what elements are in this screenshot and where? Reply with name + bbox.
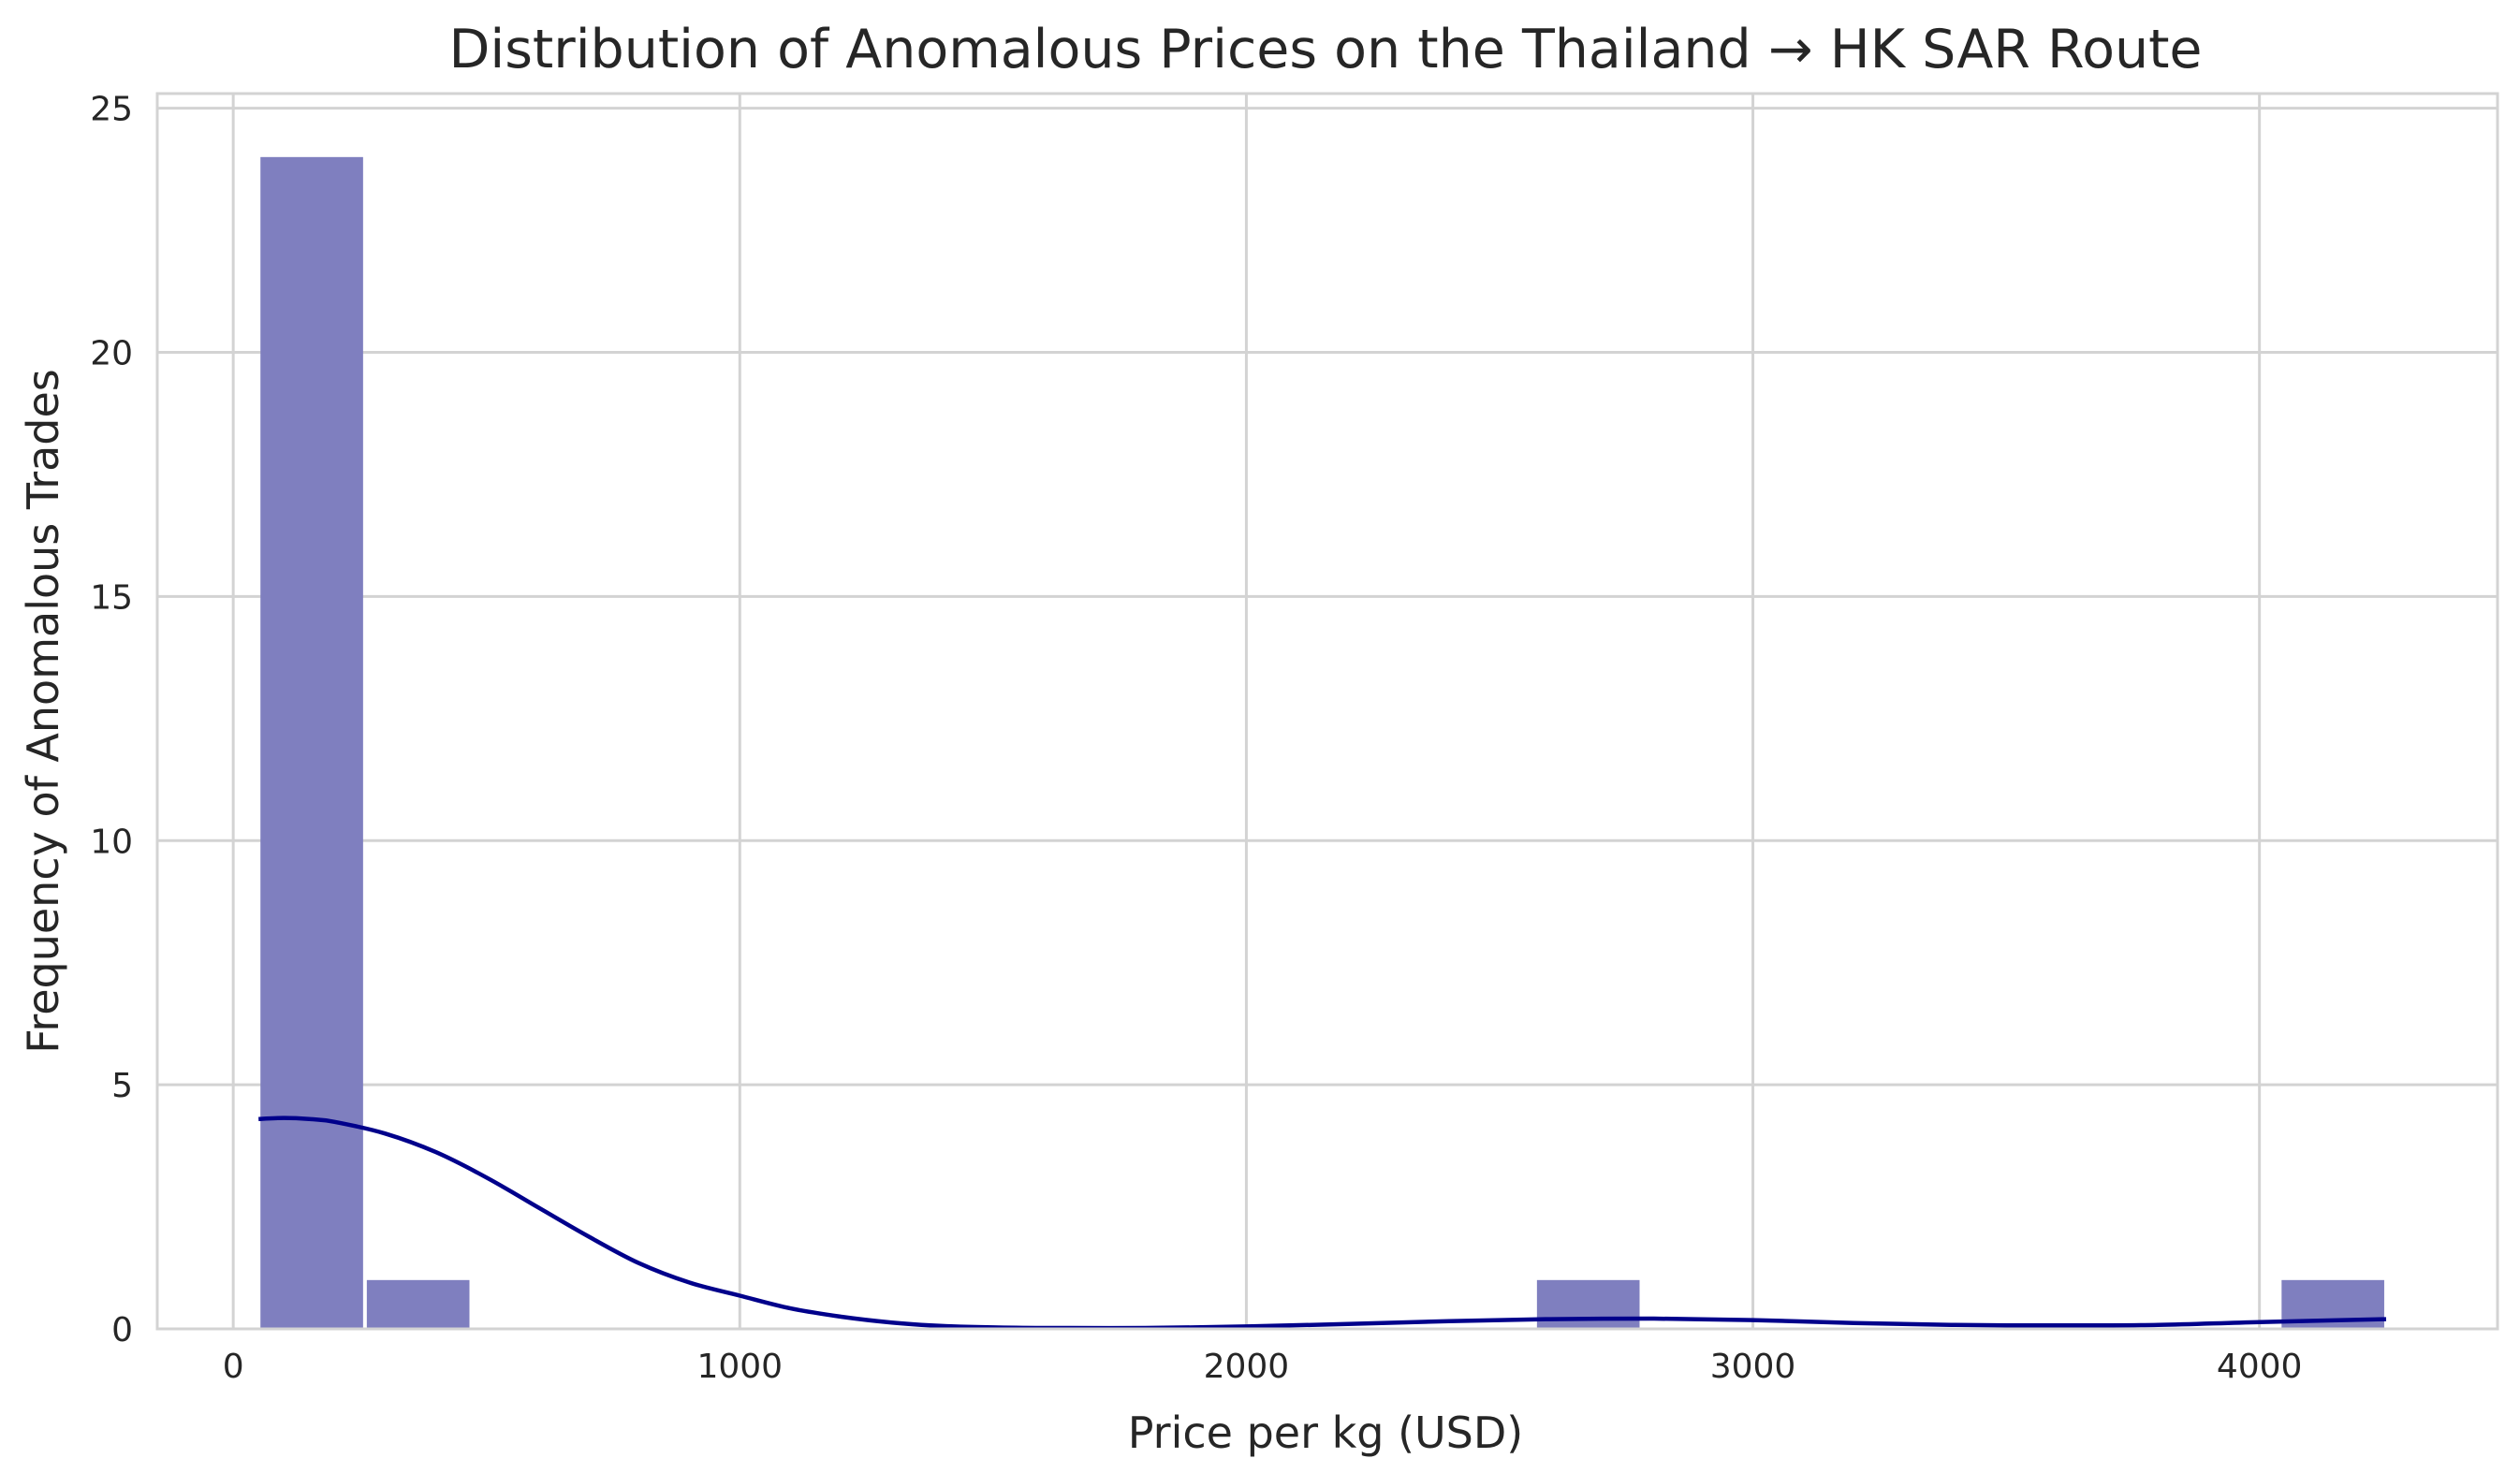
- x-axis-label: Price per kg (USD): [1128, 1407, 1524, 1458]
- y-tick-label: 25: [90, 91, 133, 129]
- plot-frame: [155, 92, 2499, 1331]
- y-tick-label: 0: [111, 1311, 133, 1349]
- x-tick-label: 4000: [2217, 1348, 2303, 1386]
- y-tick-label: 5: [111, 1067, 133, 1105]
- chart-title: Distribution of Anomalous Prices on the …: [448, 19, 2202, 80]
- tick-layer: 0 1000 2000 3000 4000 0 5 10 15 20 25: [90, 91, 2302, 1386]
- y-axis-label: Frequency of Anomalous Trades: [18, 369, 68, 1054]
- bar-layer: [260, 156, 2384, 1330]
- kde-layer: [258, 1116, 2387, 1331]
- grid-layer: [157, 94, 2498, 1331]
- histogram-bar: [1536, 1279, 1640, 1329]
- histogram-bar: [366, 1279, 470, 1329]
- x-tick-label: 0: [223, 1348, 244, 1386]
- y-tick-label: 15: [90, 578, 133, 617]
- x-tick-label: 1000: [696, 1348, 783, 1386]
- histogram-bar: [260, 156, 363, 1330]
- y-tick-label: 10: [90, 823, 133, 861]
- y-tick-label: 20: [90, 335, 133, 373]
- kde-curve: [258, 1116, 2387, 1331]
- x-tick-label: 2000: [1204, 1348, 1290, 1386]
- x-tick-label: 3000: [1710, 1348, 1796, 1386]
